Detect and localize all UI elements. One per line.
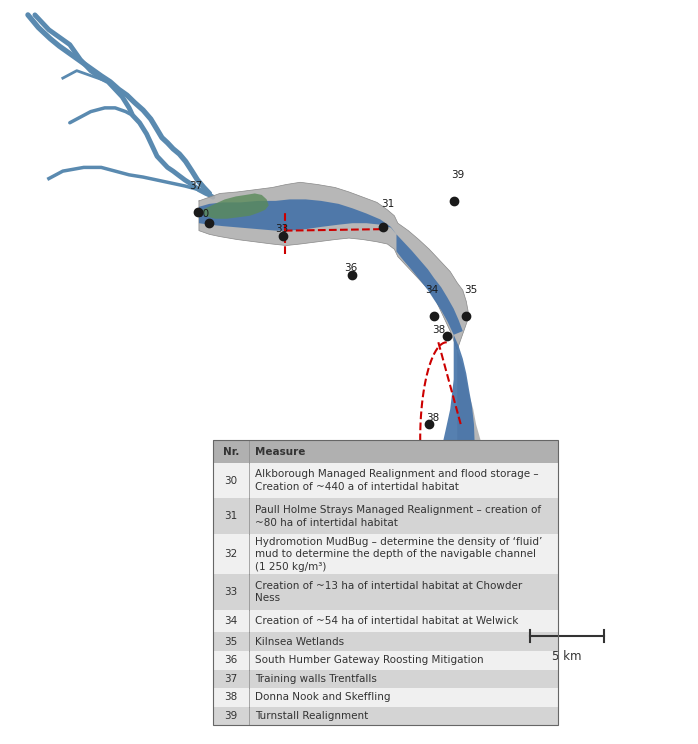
Text: Hydromotion MudBug – determine the density of ‘fluid’
mud to determine the depth: Hydromotion MudBug – determine the densi… <box>255 537 542 571</box>
Text: 38: 38 <box>225 693 237 702</box>
FancyBboxPatch shape <box>213 688 558 707</box>
FancyBboxPatch shape <box>213 632 558 651</box>
Text: Paull Holme Strays Managed Realignment – creation of
~80 ha of intertidal habita: Paull Holme Strays Managed Realignment –… <box>255 505 541 527</box>
Text: 37: 37 <box>189 182 202 191</box>
Text: Alkborough Managed Realignment and flood storage –
Creation of ~440 a of interti: Alkborough Managed Realignment and flood… <box>255 469 538 492</box>
Text: Creation of ~54 ha of intertidal habitat at Welwick: Creation of ~54 ha of intertidal habitat… <box>255 616 518 626</box>
FancyBboxPatch shape <box>213 534 558 574</box>
FancyBboxPatch shape <box>213 574 558 610</box>
Polygon shape <box>427 350 487 582</box>
Text: 35: 35 <box>465 286 477 295</box>
Text: 30: 30 <box>196 209 209 219</box>
FancyBboxPatch shape <box>213 440 558 463</box>
FancyBboxPatch shape <box>213 707 558 725</box>
Polygon shape <box>199 199 463 335</box>
Text: 36: 36 <box>225 655 237 665</box>
Text: 39: 39 <box>225 711 237 721</box>
Text: 33: 33 <box>225 587 237 597</box>
Text: 36: 36 <box>344 263 357 273</box>
Polygon shape <box>199 182 469 350</box>
FancyBboxPatch shape <box>213 670 558 688</box>
Text: 38: 38 <box>426 413 439 423</box>
Text: 31: 31 <box>382 199 394 209</box>
Polygon shape <box>202 193 269 219</box>
Text: 5 km: 5 km <box>552 650 582 662</box>
Text: 39: 39 <box>452 170 464 180</box>
Text: 38: 38 <box>433 325 445 335</box>
Text: Turnstall Realignment: Turnstall Realignment <box>255 711 368 721</box>
Text: Measure: Measure <box>255 446 305 457</box>
FancyBboxPatch shape <box>213 498 558 534</box>
Text: Kilnsea Wetlands: Kilnsea Wetlands <box>255 637 344 647</box>
Polygon shape <box>434 469 449 549</box>
FancyBboxPatch shape <box>213 610 558 632</box>
Text: 30: 30 <box>225 475 237 486</box>
Text: 37: 37 <box>225 674 237 684</box>
Text: South Humber Gateway Roosting Mitigation: South Humber Gateway Roosting Mitigation <box>255 655 484 665</box>
Text: 31: 31 <box>225 511 237 522</box>
Text: 33: 33 <box>276 224 288 234</box>
Text: 35: 35 <box>225 637 237 647</box>
FancyBboxPatch shape <box>213 651 558 670</box>
Text: Training walls Trentfalls: Training walls Trentfalls <box>255 674 377 684</box>
Text: Donna Nook and Skeffling: Donna Nook and Skeffling <box>255 693 390 702</box>
Polygon shape <box>438 335 475 502</box>
FancyBboxPatch shape <box>213 463 558 498</box>
Text: 34: 34 <box>225 616 237 626</box>
Text: Nr.: Nr. <box>223 446 239 457</box>
Text: 34: 34 <box>426 286 438 295</box>
Text: 32: 32 <box>225 549 237 559</box>
Text: Creation of ~13 ha of intertidal habitat at Chowder
Ness: Creation of ~13 ha of intertidal habitat… <box>255 581 522 603</box>
